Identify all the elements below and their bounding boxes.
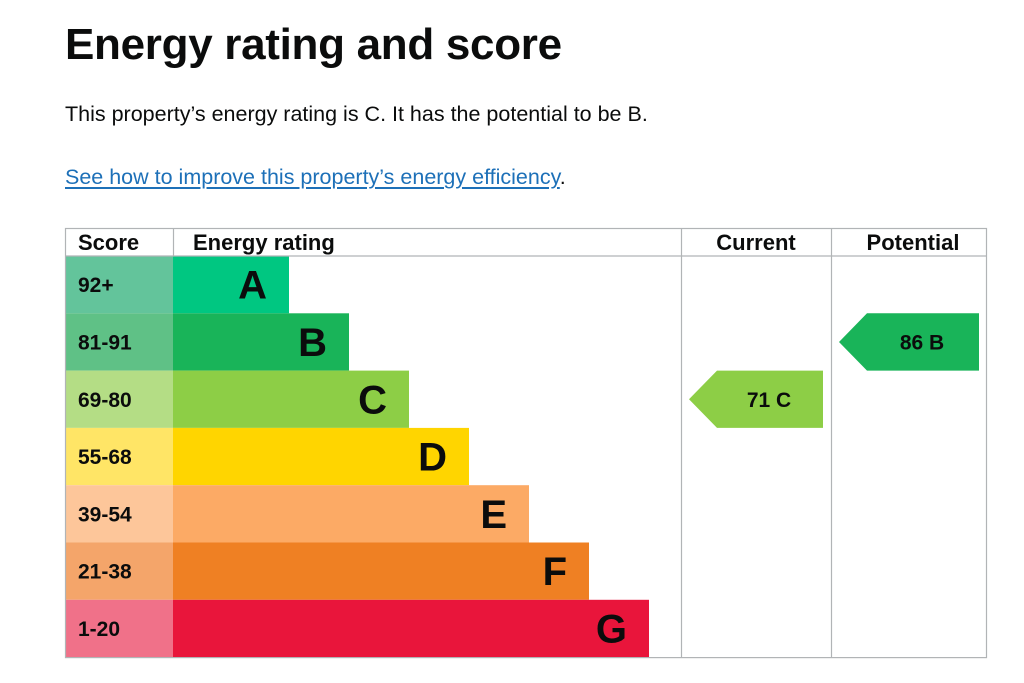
- header-score: Score: [78, 230, 139, 255]
- rating-bar-d: [173, 427, 469, 486]
- rating-arrows: 71 C 86 B: [689, 313, 979, 428]
- score-cell-e: [65, 485, 173, 543]
- rating-bands: 92+ A 81-91 B 69-80 C 55-68 D 39-54 E 21-38 F 1-20 G: [65, 256, 649, 658]
- rating-letter-g: G: [596, 607, 627, 651]
- score-cell-d: [65, 427, 173, 486]
- score-label-a: 92+: [78, 274, 114, 297]
- improve-efficiency-link[interactable]: See how to improve this property’s energ…: [65, 165, 560, 189]
- score-label-c: 69-80: [78, 389, 132, 412]
- score-label-g: 1-20: [78, 618, 120, 641]
- score-label-b: 81-91: [78, 331, 132, 354]
- rating-letter-a: A: [238, 264, 267, 308]
- improve-link-line: See how to improve this property’s energ…: [65, 165, 566, 190]
- rating-bar-f: [173, 542, 589, 600]
- score-cell-c: [65, 370, 173, 428]
- rating-letter-f: F: [543, 550, 567, 594]
- header-potential: Potential: [867, 230, 960, 255]
- energy-rating-summary: This property’s energy rating is C. It h…: [65, 102, 648, 126]
- rating-bar-a: [173, 256, 289, 314]
- rating-bar-b: [173, 313, 349, 371]
- chart-grid: [64, 227, 988, 659]
- chart-header: Score Energy rating Current Potential: [78, 230, 959, 255]
- link-suffix: .: [559, 165, 566, 189]
- score-label-d: 55-68: [78, 446, 132, 469]
- potential-rating-arrow: [839, 313, 979, 371]
- rating-bar-g: [173, 599, 649, 658]
- rating-bar-e: [173, 485, 529, 543]
- score-label-e: 39-54: [78, 503, 132, 526]
- rating-letter-d: D: [418, 436, 447, 480]
- score-label-f: 21-38: [78, 561, 132, 584]
- current-rating-arrow: [689, 370, 823, 428]
- potential-rating-label: 86 B: [900, 331, 944, 354]
- score-cell-f: [65, 542, 173, 600]
- current-rating-label: 71 C: [747, 389, 791, 412]
- rating-letter-b: B: [298, 321, 327, 365]
- table-border: [64, 227, 988, 659]
- rating-letter-e: E: [480, 493, 507, 537]
- header-energy-rating: Energy rating: [193, 230, 335, 255]
- score-cell-b: [65, 313, 173, 371]
- score-cell-g: [65, 599, 173, 658]
- header-current: Current: [716, 230, 796, 255]
- rating-bar-c: [173, 370, 409, 428]
- rating-letter-c: C: [358, 378, 387, 422]
- page-title: Energy rating and score: [65, 20, 562, 69]
- score-cell-a: [65, 256, 173, 314]
